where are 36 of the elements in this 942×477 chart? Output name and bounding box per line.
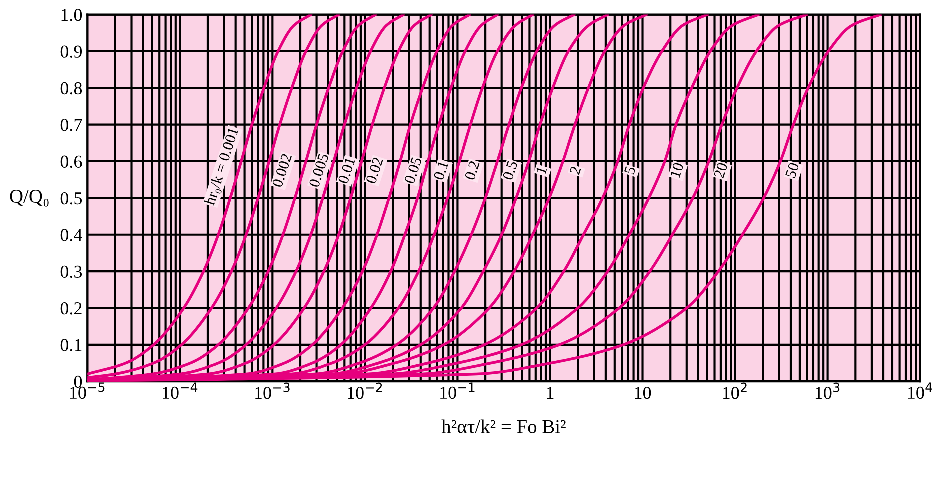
text: 0.005 (308, 153, 330, 188)
text: 1 (536, 166, 548, 174)
y-tick-label: 0.9 (60, 46, 82, 58)
y-tick-label: 0.2 (60, 302, 82, 315)
text: 0.5 (502, 160, 518, 181)
text: 0.02 (366, 157, 384, 184)
y-tick-label: 0.7 (60, 119, 82, 132)
y-tick-label: 0.8 (60, 82, 82, 95)
text: hr₀/k = 0.001 (204, 127, 242, 207)
text: 0.2 (464, 160, 480, 181)
y-tick-label: 0.4 (60, 229, 82, 242)
text: 10 (670, 162, 684, 178)
x-tick-label: 10$^{−3}$ (256, 382, 290, 400)
y-tick-label: 1.0 (62, 9, 82, 22)
x-tick-label: 10$^{3}$ (816, 382, 840, 400)
text: 0.1 (433, 160, 449, 181)
text: 2 (570, 166, 582, 176)
x-tick-label: 10$^{−2}$ (348, 382, 382, 400)
x-tick-label: 10$^{2}$ (723, 382, 747, 400)
text: 50 (785, 162, 800, 179)
y-tick-label: 0.6 (60, 156, 82, 168)
y-tick-label: 0.3 (60, 266, 82, 278)
x-tick-label: 1 (547, 387, 554, 399)
x-tick-label: 10$^{−4}$ (163, 382, 198, 400)
y-axis-title: Q/Q₀ (10, 190, 49, 207)
text: 20 (714, 162, 728, 179)
y-tick-label: 0.1 (60, 339, 82, 352)
x-axis-title: h²ατ/k² = Fo Bi² (442, 420, 566, 434)
text: 0.002 (272, 153, 292, 188)
text: 0.05 (404, 156, 422, 184)
x-tick-label: 10$^{4}$ (908, 382, 932, 400)
x-tick-label: 10 (635, 386, 652, 400)
y-tick-label: 0.5 (60, 192, 82, 205)
text: 5 (624, 166, 636, 175)
x-tick-label: 10$^{−1}$ (440, 382, 475, 400)
text: 0.01 (338, 157, 356, 184)
